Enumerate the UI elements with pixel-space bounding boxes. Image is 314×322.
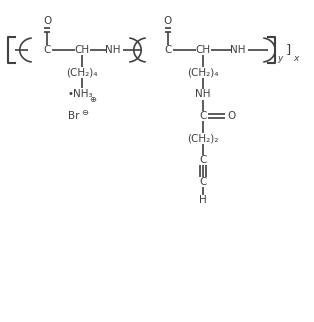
Text: ]: ] [285,43,291,56]
Text: O: O [227,111,235,121]
Text: CH: CH [195,45,211,55]
Text: C: C [164,45,172,55]
Text: NH: NH [105,45,121,55]
Text: O: O [43,16,51,26]
Text: ⊖: ⊖ [82,108,89,117]
Text: (CH₂)₄: (CH₂)₄ [187,67,219,77]
Text: (CH₂)₄: (CH₂)₄ [66,67,98,77]
Text: C: C [199,177,207,187]
Text: C: C [199,155,207,165]
Text: Br: Br [68,111,80,121]
Text: H: H [199,195,207,205]
Text: O: O [164,16,172,26]
Text: •NH₃: •NH₃ [67,89,93,99]
Text: CH: CH [74,45,89,55]
Text: ⊕: ⊕ [89,94,96,103]
Text: y: y [277,53,283,62]
Text: NH: NH [230,45,246,55]
Text: (CH₂)₂: (CH₂)₂ [187,133,219,143]
Text: NH: NH [195,89,211,99]
Text: C: C [199,111,207,121]
Text: x: x [293,53,299,62]
Text: C: C [43,45,51,55]
